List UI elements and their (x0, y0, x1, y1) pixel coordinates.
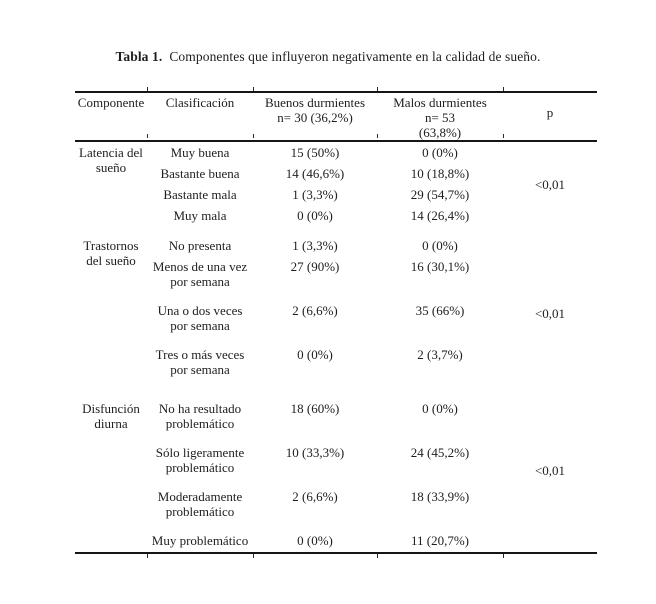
cell-malos: 0 (0%) (422, 238, 458, 253)
cell-buenos: 10 (33,3%) (285, 445, 345, 460)
cell-malos: 24 (45,2%) (410, 445, 470, 460)
cell-malos: 0 (0%) (422, 145, 458, 160)
table-row: Bastante mala 1 (3,3%) 29 (54,7%) (75, 184, 597, 205)
cell-clasificacion: Una o dos veces por semana (157, 303, 243, 333)
col-header-malos-line2: n= 53 (424, 110, 456, 125)
table-row: Una o dos veces por semana 2 (6,6%) 35 (… (75, 301, 597, 345)
cell-buenos: 14 (46,6%) (285, 166, 345, 181)
cell-clasificacion: Muy buena (170, 145, 230, 160)
cell-clasificacion: No presenta (168, 238, 232, 253)
component-cell: Disfunción diurna (82, 401, 140, 431)
col-header-malos-line3: (63,8%) (418, 125, 462, 140)
cell-clasificacion: Muy mala (173, 208, 227, 223)
table-row: Menos de una vez por semana 27 (90%) 16 … (75, 257, 597, 301)
col-header-malos-line1: Malos durmientes (393, 95, 487, 110)
cell-malos: 0 (0%) (422, 401, 458, 416)
table-caption-text: Componentes que influyeron negativamente… (169, 49, 541, 64)
rule-tick (147, 554, 148, 558)
header-row: Componente Clasificación Buenos durmient… (75, 92, 597, 142)
cell-malos: 35 (66%) (415, 303, 465, 318)
table-caption: Tabla 1. Componentes que influyeron negat… (0, 49, 656, 65)
cell-clasificacion: Tres o más veces por semana (155, 347, 245, 377)
table-caption-number: Tabla 1. (115, 49, 163, 64)
col-header-componente: Componente (75, 92, 147, 142)
col-header-malos: Malos durmientes n= 53 (63,8%) (377, 92, 503, 142)
cell-buenos: 15 (50%) (290, 145, 340, 160)
cell-clasificacion: Muy problemático (151, 533, 249, 548)
cell-buenos: 0 (0%) (297, 533, 333, 548)
rule-tick (377, 87, 378, 91)
table-container: Componente Clasificación Buenos durmient… (75, 87, 597, 558)
col-header-buenos-line1: Buenos durmientes (264, 95, 365, 110)
rule-tick (503, 554, 504, 558)
table-row: Sólo ligeramente problemático 10 (33,3%)… (75, 443, 597, 487)
p-value-cell: <0,01 (534, 176, 566, 192)
rule-tick (503, 134, 504, 138)
cell-buenos: 0 (0%) (297, 208, 333, 223)
table-row: Muy problemático 0 (0%) 11 (20,7%) (75, 531, 597, 553)
cell-malos: 18 (33,9%) (410, 489, 470, 504)
cell-buenos: 18 (60%) (290, 401, 340, 416)
rule-tick (147, 87, 148, 91)
component-cell: Trastornos del sueño (83, 238, 139, 268)
rule-tick (253, 554, 254, 558)
rule-tick (253, 134, 254, 138)
cell-malos: 2 (3,7%) (417, 347, 463, 362)
rule-tick (503, 87, 504, 91)
rule-tick (377, 554, 378, 558)
cell-buenos: 1 (3,3%) (292, 238, 338, 253)
table-row: Moderadamente problemático 2 (6,6%) 18 (… (75, 487, 597, 531)
cell-malos: 10 (18,8%) (410, 166, 470, 181)
cell-buenos: 0 (0%) (297, 347, 333, 362)
table-row: Muy mala 0 (0%) 14 (26,4%) (75, 205, 597, 226)
table-row: Tres o más veces por semana 0 (0%) 2 (3,… (75, 345, 597, 389)
col-header-p: p (503, 92, 597, 142)
cell-clasificacion: No ha resultado problemático (158, 401, 242, 431)
p-value-cell: <0,01 (534, 306, 566, 321)
cell-buenos: 27 (90%) (290, 259, 340, 274)
cell-clasificacion: Sólo ligeramente problemático (155, 445, 245, 475)
p-value-cell: <0,01 (534, 463, 566, 478)
cell-clasificacion: Bastante mala (163, 187, 237, 202)
table-row: Bastante buena 14 (46,6%) 10 (18,8%) (75, 163, 597, 184)
cell-malos: 11 (20,7%) (410, 533, 469, 548)
col-header-buenos: Buenos durmientes n= 30 (36,2%) (253, 92, 377, 142)
data-table: Componente Clasificación Buenos durmient… (75, 91, 597, 554)
cell-buenos: 2 (6,6%) (292, 489, 338, 504)
cell-buenos: 2 (6,6%) (292, 303, 338, 318)
component-cell: Latencia del sueño (79, 145, 143, 175)
col-header-buenos-line2: n= 30 (36,2%) (277, 110, 353, 125)
rule-tick (377, 134, 378, 138)
table-row: Disfunción diurna No ha resultado proble… (75, 389, 597, 478)
cell-buenos: 1 (3,3%) (292, 187, 338, 202)
cell-clasificacion: Menos de una vez por semana (152, 259, 248, 289)
cell-malos: 29 (54,7%) (410, 187, 470, 202)
cell-malos: 16 (30,1%) (410, 259, 470, 274)
col-header-clasificacion: Clasificación (147, 92, 253, 142)
rule-tick (147, 134, 148, 138)
rule-tick (253, 87, 254, 91)
table-row: Trastornos del sueño No presenta 1 (3,3%… (75, 226, 597, 321)
cell-clasificacion: Moderadamente problemático (157, 489, 243, 519)
cell-malos: 14 (26,4%) (410, 208, 470, 223)
cell-clasificacion: Bastante buena (160, 166, 240, 181)
table-row: Latencia del sueño Muy buena 15 (50%) 0 … (75, 141, 597, 192)
